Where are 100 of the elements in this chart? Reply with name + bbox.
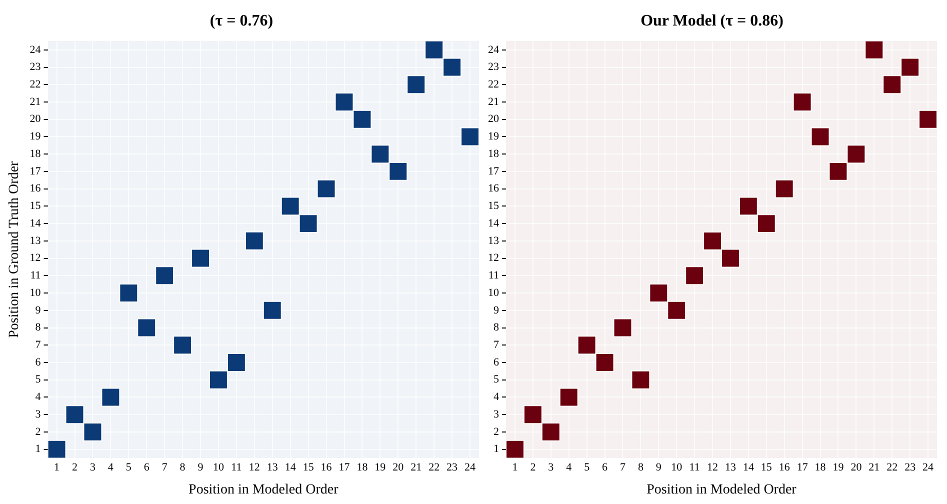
x-tick-label: 20: [850, 461, 862, 474]
x-tick-label: 16: [778, 461, 790, 474]
point: [316, 179, 336, 198]
x-tick-label: 4: [108, 461, 114, 474]
x-tick-label: 6: [602, 461, 608, 474]
x-tick-label: 13: [724, 461, 736, 474]
x-tick-label: 15: [760, 461, 772, 474]
point: [209, 370, 228, 390]
point: [424, 41, 444, 60]
y-tick-label: 1: [35, 443, 41, 456]
point: [442, 58, 462, 77]
x-tick-label: 23: [904, 461, 916, 474]
x-tick-label: 15: [302, 461, 314, 474]
x-tick-label: 5: [584, 461, 590, 474]
point: [900, 58, 920, 77]
chart-title: Our Model (τ = 0.86): [640, 12, 784, 30]
y-tick-label: 11: [488, 270, 499, 282]
chart-title: (τ = 0.76): [210, 12, 274, 30]
y-tick-label: 19: [488, 130, 500, 143]
point: [506, 440, 524, 458]
y-tick-label: 19: [30, 130, 42, 143]
point: [83, 422, 102, 442]
point: [244, 231, 264, 250]
x-tick-label: 19: [374, 461, 386, 474]
point: [191, 248, 210, 268]
x-tick-label: 14: [742, 461, 754, 474]
y-tick-label: 4: [35, 391, 42, 404]
point: [631, 370, 650, 390]
y-tick-label: 11: [30, 270, 41, 282]
y-tick-label: 16: [30, 182, 42, 195]
x-tick-label: 11: [231, 461, 242, 474]
y-axis-title: Position in Ground Truth Order: [7, 160, 22, 338]
point: [667, 300, 686, 320]
point: [774, 179, 794, 198]
y-tick-label: 8: [35, 322, 42, 334]
y-tick-label: 17: [30, 165, 42, 178]
point: [101, 388, 120, 407]
point: [721, 248, 740, 268]
y-tick-label: 12: [30, 252, 41, 264]
y-tick-label: 4: [494, 391, 500, 404]
point: [792, 92, 812, 112]
x-tick-label: 10: [671, 461, 683, 474]
point: [388, 162, 408, 181]
y-tick-label: 13: [488, 234, 500, 247]
y-tick-label: 3: [35, 408, 42, 420]
y-tick-label: 6: [35, 356, 42, 368]
point: [918, 110, 937, 129]
point: [298, 214, 318, 234]
y-tick-label: 2: [35, 426, 41, 438]
point: [262, 300, 282, 320]
y-tick-label: 1: [494, 443, 499, 456]
x-tick-label: 23: [446, 461, 458, 474]
x-tick-label: 22: [886, 461, 898, 474]
x-tick-label: 8: [638, 461, 644, 474]
point: [173, 336, 192, 355]
point: [406, 75, 426, 94]
point: [882, 75, 902, 94]
y-tick-label: 9: [494, 304, 500, 316]
x-axis-title: Position in Modeled Order: [188, 482, 339, 498]
y-tick-label: 18: [488, 148, 500, 160]
x-tick-label: 24: [464, 461, 476, 474]
x-tick-label: 11: [689, 461, 700, 474]
y-tick-label: 24: [488, 44, 500, 56]
point: [810, 127, 830, 146]
point: [703, 231, 722, 250]
point: [685, 266, 704, 286]
y-tick-label: 6: [494, 356, 500, 368]
x-tick-label: 17: [338, 461, 350, 474]
x-tick-label: 7: [620, 461, 626, 474]
y-tick-label: 10: [488, 286, 500, 299]
y-tick-label: 24: [30, 44, 42, 56]
point: [352, 110, 372, 129]
y-tick-label: 7: [494, 339, 500, 352]
point: [523, 405, 542, 424]
point: [370, 144, 390, 164]
x-tick-label: 3: [90, 461, 96, 474]
y-tick-label: 18: [30, 148, 42, 160]
x-tick-label: 14: [284, 461, 296, 474]
y-tick-label: 17: [488, 165, 500, 178]
point: [226, 353, 246, 372]
y-tick-label: 10: [30, 286, 42, 299]
x-tick-label: 18: [814, 461, 826, 474]
y-tick-label: 22: [488, 78, 499, 91]
point: [137, 318, 156, 338]
y-tick-label: 20: [488, 113, 500, 126]
y-tick-label: 23: [30, 61, 42, 74]
y-tick-label: 8: [494, 322, 500, 334]
x-tick-label: 2: [530, 461, 536, 474]
point: [280, 196, 300, 216]
x-tick-label: 6: [144, 461, 150, 474]
y-tick-label: 22: [30, 78, 41, 91]
y-tick-label: 16: [488, 182, 500, 195]
x-tick-label: 22: [428, 461, 440, 474]
point: [756, 214, 776, 234]
x-tick-label: 19: [832, 461, 844, 474]
x-tick-label: 10: [212, 461, 224, 474]
point: [48, 440, 66, 458]
x-tick-label: 8: [180, 461, 186, 474]
x-tick-label: 1: [512, 461, 518, 474]
y-tick-label: 12: [488, 252, 499, 264]
